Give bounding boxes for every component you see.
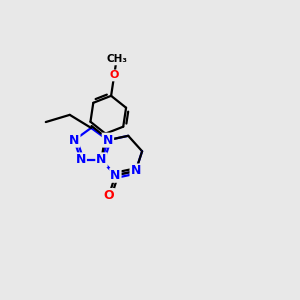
Text: CH₃: CH₃ (106, 54, 127, 64)
Text: O: O (103, 189, 114, 202)
Text: N: N (96, 153, 107, 167)
Text: O: O (110, 70, 119, 80)
Text: N: N (76, 153, 86, 167)
Text: N: N (103, 134, 113, 147)
Text: N: N (69, 134, 80, 147)
Text: N: N (130, 164, 141, 178)
Text: N: N (110, 169, 121, 182)
